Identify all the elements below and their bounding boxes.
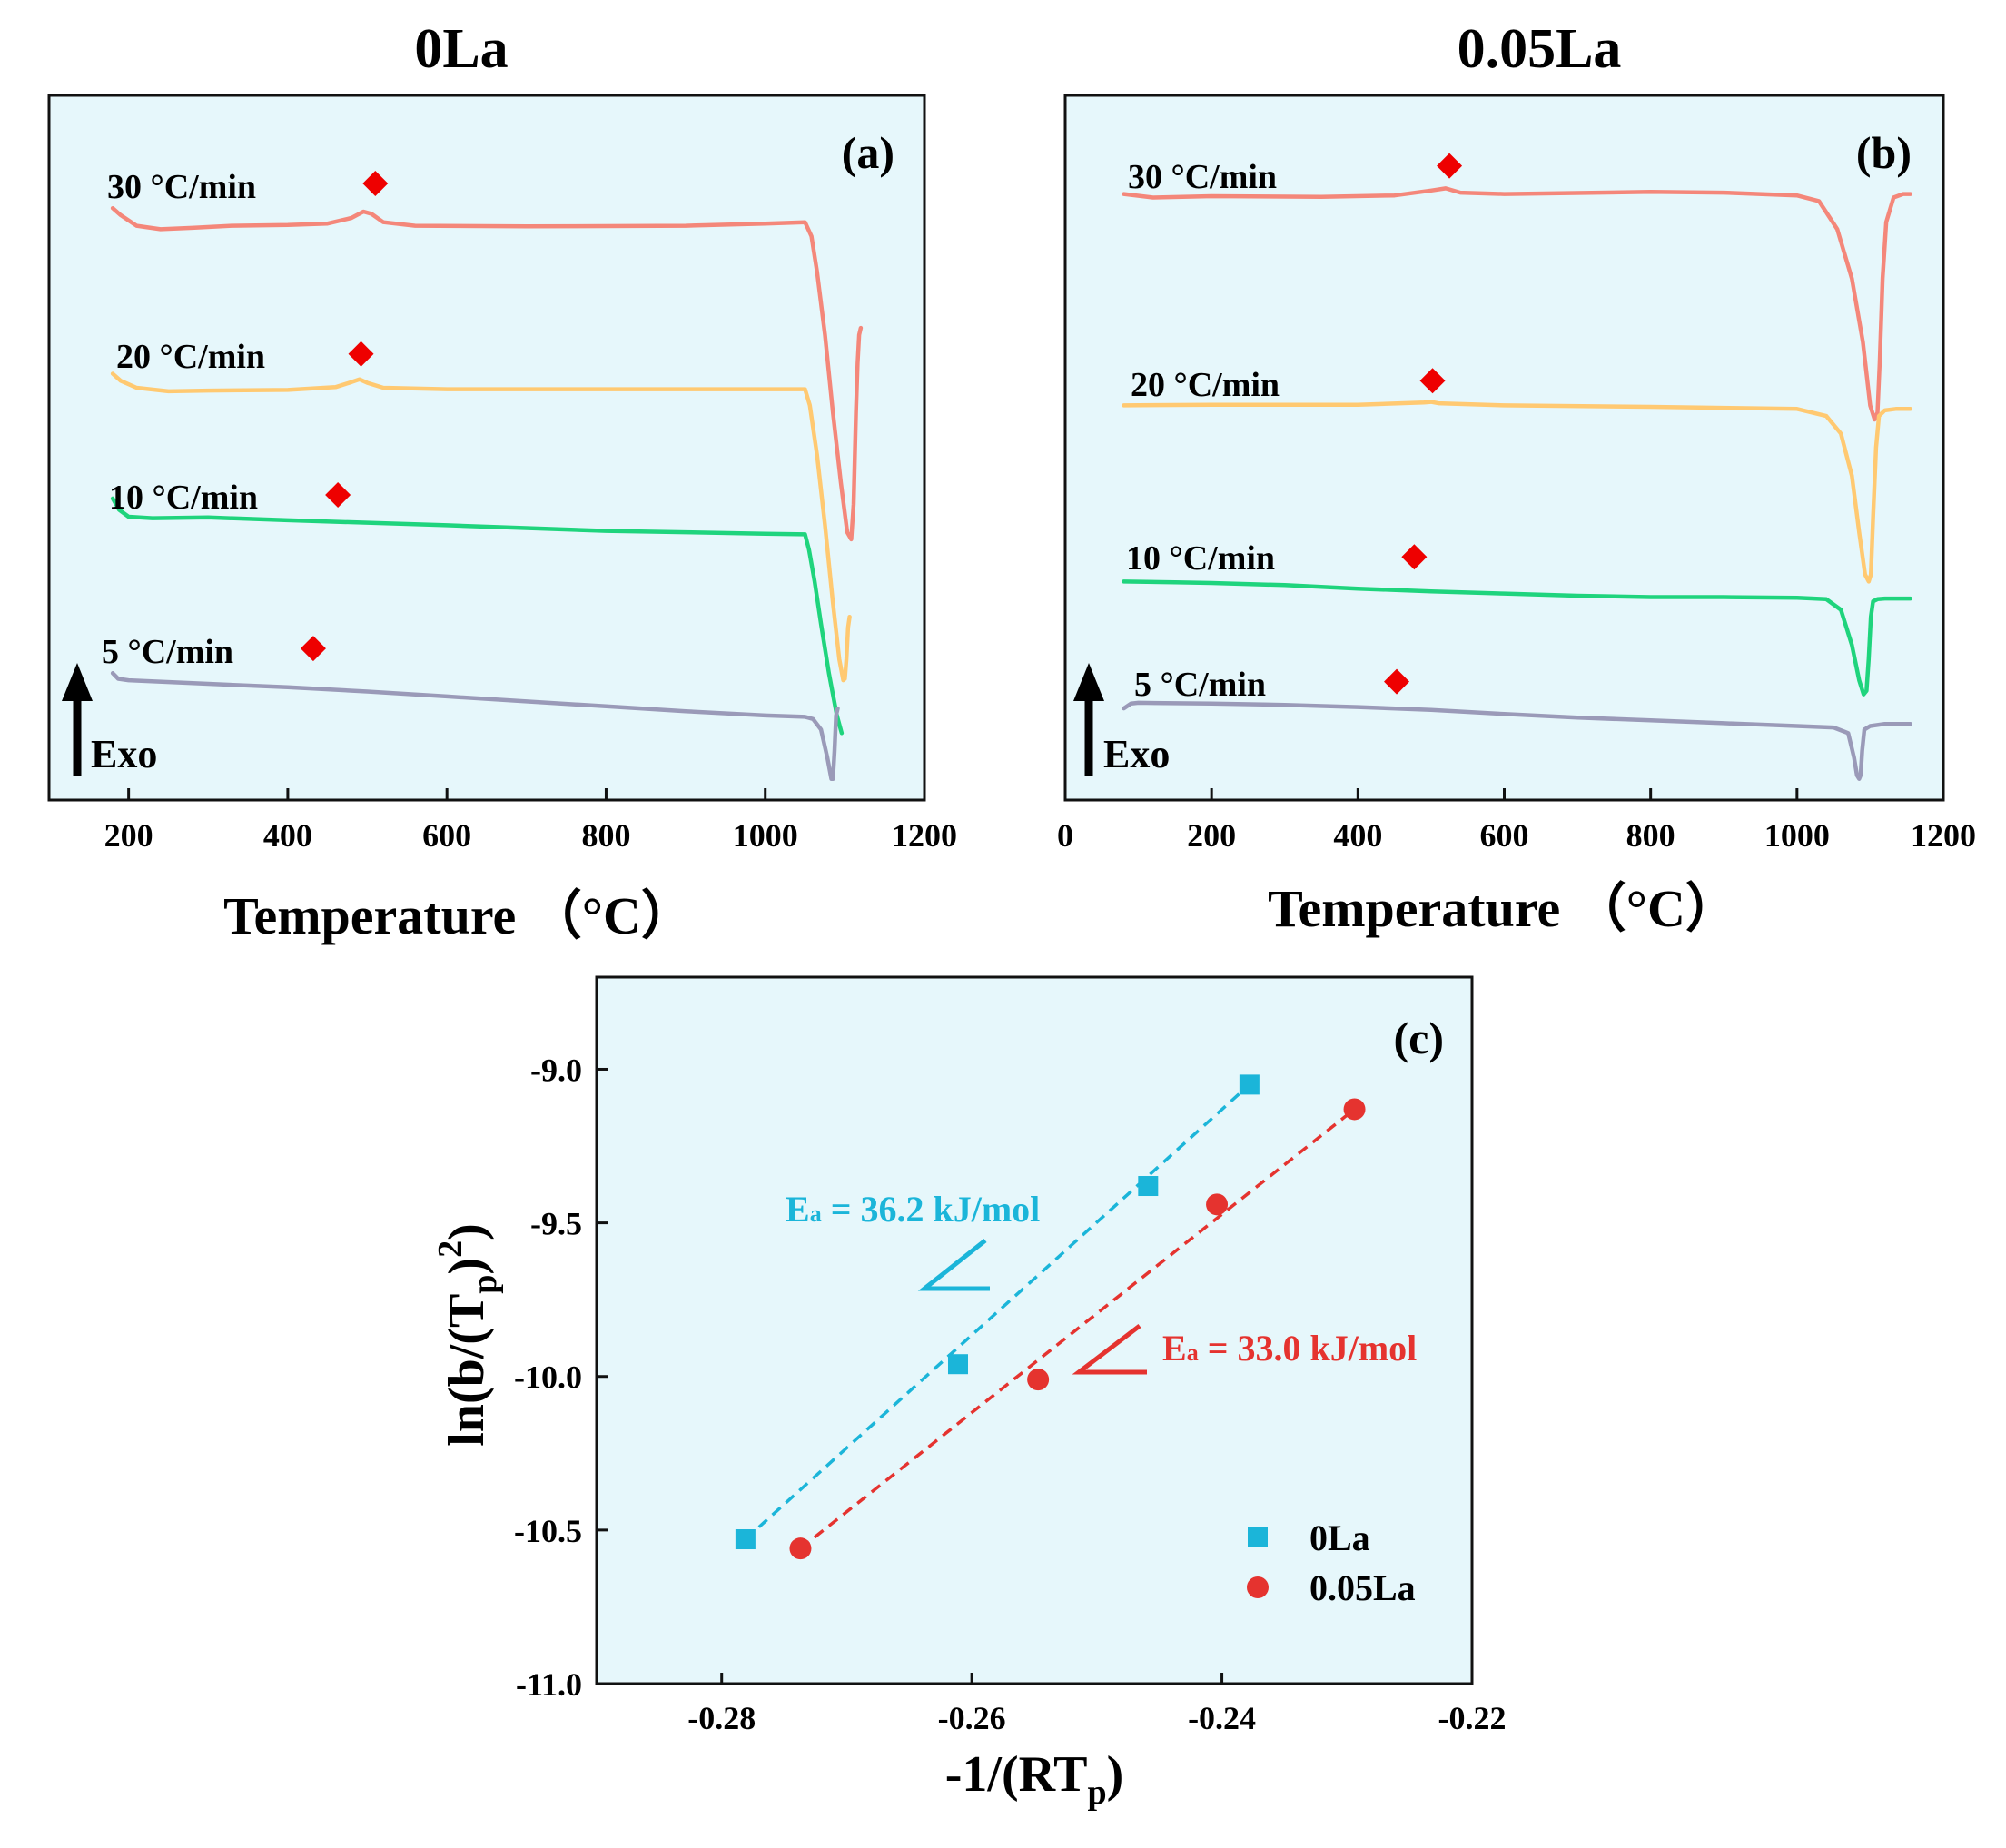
legend-label-005la: 0.05La	[1309, 1567, 1416, 1608]
curve-label-r20: 20 °C/min	[1131, 366, 1280, 404]
panel-b-curves: 30 °C/min 20 °C/min 10 °C/min 5 °C/min	[1122, 153, 1912, 781]
x-tick-label: 1200	[892, 817, 957, 854]
panel-b-plot-area	[1063, 94, 1945, 802]
panel-c-axes: -0.28 -0.26 -0.24 -0.22 -9.0 -9.5 -10.0 -10.5 -1…	[514, 1052, 1507, 1736]
curve-label-r30: 30 °C/min	[107, 168, 256, 206]
panel-a-title: 0La	[414, 18, 508, 80]
peak-marker-diamond	[1419, 368, 1446, 394]
ea-label-0la: Ea = 36.2 kJ/mol	[786, 1189, 1040, 1230]
legend-circle-icon	[1247, 1576, 1269, 1598]
x-tick-label: 400	[263, 817, 312, 854]
panel-c-x-label: -1/(RTp)	[945, 1746, 1123, 1812]
legend-square-icon	[1248, 1527, 1268, 1547]
ea-label-005la: Ea = 33.0 kJ/mol	[1162, 1328, 1417, 1369]
data-point-0la	[1239, 1074, 1260, 1095]
peak-marker-diamond	[362, 171, 389, 196]
y-tick-label: -10.5	[514, 1513, 582, 1549]
curve-label-r20: 20 °C/min	[116, 338, 265, 376]
x-tick-label: 800	[581, 817, 630, 854]
panel-a-curves: 30 °C/min 20 °C/min 10 °C/min 5 °C/min	[102, 168, 864, 781]
curve-label-r5: 5 °C/min	[102, 633, 233, 671]
x-tick-label: 1000	[733, 817, 798, 854]
dsc-curve-r5	[1122, 700, 1912, 781]
curve-label-r30: 30 °C/min	[1128, 158, 1277, 196]
x-tick-label: -0.22	[1438, 1700, 1507, 1736]
panel-b-exo-indicator: Exo	[1073, 663, 1170, 776]
curve-label-r5: 5 °C/min	[1134, 666, 1266, 704]
peak-marker-diamond	[1437, 153, 1463, 179]
ea-annotation-005la: Ea = 33.0 kJ/mol	[1072, 1324, 1417, 1375]
data-point-0la	[947, 1354, 968, 1375]
dsc-curve-r5	[110, 671, 840, 781]
x-tick-label: 400	[1333, 817, 1382, 854]
dsc-curve-r30	[110, 205, 864, 542]
legend-label-0la: 0La	[1309, 1517, 1370, 1558]
x-tick-label: 200	[1187, 817, 1236, 854]
data-point-005la	[789, 1537, 812, 1560]
peak-marker-diamond	[325, 481, 351, 508]
panel-c-data-points	[735, 1074, 1366, 1560]
x-tick-label: -0.28	[687, 1700, 756, 1736]
panel-a-label: (a)	[842, 127, 894, 178]
x-tick-label: 600	[422, 817, 471, 854]
data-point-0la	[735, 1529, 756, 1550]
panel-a-x-axis: 200 400 600 800 1000 1200	[104, 788, 957, 854]
peak-marker-diamond	[1401, 544, 1428, 570]
peak-marker-diamond	[1384, 668, 1410, 695]
panel-c-label: (c)	[1394, 1013, 1445, 1063]
ea-annotation-0la: Ea = 36.2 kJ/mol	[786, 1189, 1040, 1291]
x-tick-label: -0.26	[938, 1700, 1006, 1736]
panel-b-x-axis: 0 200 400 600 800 1000 1200	[1057, 788, 1976, 854]
panel-b-exo-label: Exo	[1103, 732, 1170, 776]
data-point-005la	[1206, 1193, 1229, 1216]
y-tick-label: -9.5	[530, 1206, 582, 1242]
exo-arrow-icon	[1073, 663, 1104, 701]
panel-c-fit-lines	[744, 1083, 1356, 1550]
panel-c-legend: 0La 0.05La	[1247, 1517, 1416, 1608]
panel-a-exo-indicator: Exo	[62, 663, 157, 776]
panel-a-exo-label: Exo	[91, 732, 157, 776]
x-tick-label: 800	[1626, 817, 1675, 854]
data-point-005la	[1343, 1098, 1366, 1121]
y-tick-label: -11.0	[516, 1666, 582, 1703]
x-tick-label: 200	[104, 817, 153, 854]
fit-line-c_005La	[799, 1108, 1356, 1550]
panel-b-label: (b)	[1856, 127, 1912, 178]
peak-marker-diamond	[300, 636, 326, 662]
data-point-005la	[1027, 1369, 1050, 1391]
data-point-0la	[1138, 1176, 1159, 1197]
panel-b-005la-dsc: 0.05La 30 °C/min 20 °C/min 10 °C/min 5 °C/m…	[1057, 18, 1976, 938]
x-tick-label: 0	[1057, 817, 1073, 854]
dsc-curve-r10	[1122, 579, 1912, 697]
slope-angle-icon	[917, 1239, 990, 1291]
fit-line-c_0La	[744, 1083, 1251, 1541]
peak-marker-diamond	[348, 341, 374, 367]
dsc-curve-r30	[1122, 186, 1912, 422]
panel-b-title: 0.05La	[1458, 18, 1622, 80]
dsc-curve-r10	[110, 496, 845, 736]
exo-arrow-icon	[62, 663, 93, 701]
panel-b-x-label: Temperature （°C）	[1268, 879, 1738, 938]
dsc-curve-r20	[1122, 400, 1912, 584]
x-tick-label: -0.24	[1188, 1700, 1256, 1736]
panel-c-y-label: ln(b/(Tp)2)	[431, 1223, 504, 1447]
slope-angle-icon	[1072, 1324, 1147, 1375]
x-tick-label: 600	[1480, 817, 1529, 854]
panel-c-kissinger-plot: -0.28 -0.26 -0.24 -0.22 -9.0 -9.5 -10.0 -10.5 -1…	[431, 975, 1507, 1812]
y-tick-label: -9.0	[530, 1052, 582, 1088]
y-tick-label: -10.0	[514, 1359, 582, 1396]
panel-c-plot-area	[595, 975, 1474, 1685]
x-tick-label: 1200	[1911, 817, 1976, 854]
curve-label-r10: 10 °C/min	[109, 479, 258, 517]
dsc-curve-r20	[110, 371, 852, 683]
panel-a-x-label: Temperature （°C）	[223, 886, 694, 945]
x-tick-label: 1000	[1764, 817, 1830, 854]
curve-label-r10: 10 °C/min	[1126, 539, 1275, 578]
